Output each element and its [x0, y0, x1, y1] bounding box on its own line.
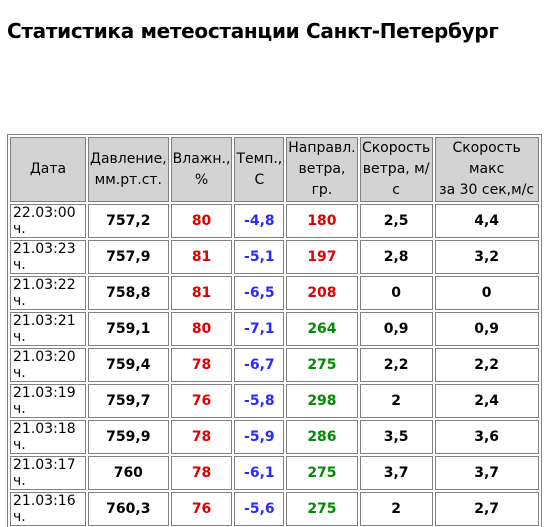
- table-row: 21.03:18 ч. 759,9 78 -5,9 286 3,5 3,6: [10, 420, 539, 454]
- cell-humidity: 81: [170, 276, 233, 310]
- cell-wind-direction: 275: [286, 456, 358, 490]
- cell-temperature: -6,7: [234, 348, 285, 382]
- header-pressure-line2: мм.рт.ст.: [94, 171, 163, 188]
- header-wind-gust: Скорость макс за 30 сек,м/с: [434, 137, 539, 202]
- cell-wind-speed: 2: [359, 384, 433, 418]
- header-temperature-line2: C: [254, 171, 265, 188]
- cell-date: 21.03:18 ч.: [10, 420, 86, 454]
- cell-pressure: 760: [88, 456, 169, 490]
- cell-wind-direction: 208: [286, 276, 358, 310]
- header-humidity: Влажн.,%: [170, 137, 233, 202]
- header-wind-direction-line2: ветра, гр.: [298, 161, 346, 198]
- cell-date: 22.03:00 ч.: [10, 204, 86, 238]
- cell-pressure: 757,9: [88, 240, 169, 274]
- header-date: Дата: [10, 137, 86, 202]
- cell-wind-gust: 0,9: [434, 312, 539, 346]
- header-wind-direction: Направл. ветра, гр.: [286, 137, 358, 202]
- header-wind-direction-line1: Направл.: [288, 140, 356, 156]
- cell-pressure: 759,9: [88, 420, 169, 454]
- cell-humidity: 81: [170, 240, 233, 274]
- cell-wind-speed: 2: [359, 492, 433, 526]
- cell-wind-direction: 275: [286, 348, 358, 382]
- weather-table-container: Дата Давление, мм.рт.ст. Влажн.,% Темп., C…: [7, 134, 542, 527]
- cell-wind-direction: 286: [286, 420, 358, 454]
- header-humidity-line1: Влажн.,: [172, 150, 231, 167]
- cell-wind-gust: 0: [434, 276, 539, 310]
- cell-pressure: 759,4: [88, 348, 169, 382]
- cell-temperature: -6,5: [234, 276, 285, 310]
- cell-humidity: 78: [170, 420, 233, 454]
- cell-humidity: 80: [170, 204, 233, 238]
- page-title: Статистика метеостанции Санкт-Петербург: [7, 19, 499, 43]
- cell-pressure: 759,1: [88, 312, 169, 346]
- cell-date: 21.03:23 ч.: [10, 240, 86, 274]
- table-row: 21.03:19 ч. 759,7 76 -5,8 298 2 2,4: [10, 384, 539, 418]
- cell-wind-gust: 4,4: [434, 204, 539, 238]
- header-pressure-line1: Давление,: [90, 150, 167, 167]
- table-row: 22.03:00 ч. 757,2 80 -4,8 180 2,5 4,4: [10, 204, 539, 238]
- header-temperature-line1: Темп.,: [236, 150, 283, 167]
- cell-wind-gust: 3,7: [434, 456, 539, 490]
- table-body: 22.03:00 ч. 757,2 80 -4,8 180 2,5 4,4 21.03:23 …: [10, 204, 539, 527]
- header-humidity-line2: %: [194, 171, 209, 188]
- cell-humidity: 78: [170, 348, 233, 382]
- table-row: 21.03:22 ч. 758,8 81 -6,5 208 0 0: [10, 276, 539, 310]
- header-temperature: Темп., C: [234, 137, 285, 202]
- cell-wind-speed: 0: [359, 276, 433, 310]
- header-date-label: Дата: [29, 161, 67, 177]
- cell-wind-gust: 3,6: [434, 420, 539, 454]
- cell-temperature: -5,6: [234, 492, 285, 526]
- cell-temperature: -4,8: [234, 204, 285, 238]
- cell-temperature: -6,1: [234, 456, 285, 490]
- weather-stats-table: Дата Давление, мм.рт.ст. Влажн.,% Темп., C…: [7, 134, 542, 527]
- cell-date: 21.03:22 ч.: [10, 276, 86, 310]
- cell-date: 21.03:17 ч.: [10, 456, 86, 490]
- cell-temperature: -5,8: [234, 384, 285, 418]
- cell-humidity: 80: [170, 312, 233, 346]
- header-wind-speed-line1: Скорость: [361, 140, 431, 156]
- header-wind-speed: Скорость ветра, м/с: [359, 137, 433, 202]
- cell-wind-speed: 3,5: [359, 420, 433, 454]
- header-pressure: Давление, мм.рт.ст.: [88, 137, 169, 202]
- cell-wind-speed: 2,8: [359, 240, 433, 274]
- cell-wind-gust: 2,7: [434, 492, 539, 526]
- cell-pressure: 760,3: [88, 492, 169, 526]
- cell-wind-speed: 2,2: [359, 348, 433, 382]
- cell-date: 21.03:20 ч.: [10, 348, 86, 382]
- table-header-row: Дата Давление, мм.рт.ст. Влажн.,% Темп., C…: [10, 137, 539, 202]
- cell-humidity: 78: [170, 456, 233, 490]
- header-wind-gust-line1: Скорость макс: [452, 140, 521, 177]
- cell-pressure: 759,7: [88, 384, 169, 418]
- header-wind-gust-line2: за 30 сек,м/с: [439, 182, 535, 198]
- cell-wind-gust: 3,2: [434, 240, 539, 274]
- cell-wind-direction: 298: [286, 384, 358, 418]
- cell-pressure: 757,2: [88, 204, 169, 238]
- table-row: 21.03:23 ч. 757,9 81 -5,1 197 2,8 3,2: [10, 240, 539, 274]
- cell-wind-gust: 2,2: [434, 348, 539, 382]
- cell-wind-direction: 180: [286, 204, 358, 238]
- cell-wind-speed: 0,9: [359, 312, 433, 346]
- cell-temperature: -7,1: [234, 312, 285, 346]
- table-row: 21.03:21 ч. 759,1 80 -7,1 264 0,9 0,9: [10, 312, 539, 346]
- cell-wind-gust: 2,4: [434, 384, 539, 418]
- cell-date: 21.03:16 ч.: [10, 492, 86, 526]
- cell-temperature: -5,9: [234, 420, 285, 454]
- table-row: 21.03:16 ч. 760,3 76 -5,6 275 2 2,7: [10, 492, 539, 526]
- cell-wind-direction: 275: [286, 492, 358, 526]
- cell-date: 21.03:21 ч.: [10, 312, 86, 346]
- header-wind-speed-line2: ветра, м/с: [362, 161, 430, 198]
- cell-humidity: 76: [170, 384, 233, 418]
- table-row: 21.03:20 ч. 759,4 78 -6,7 275 2,2 2,2: [10, 348, 539, 382]
- cell-humidity: 76: [170, 492, 233, 526]
- table-row: 21.03:17 ч. 760 78 -6,1 275 3,7 3,7: [10, 456, 539, 490]
- cell-wind-speed: 2,5: [359, 204, 433, 238]
- cell-wind-speed: 3,7: [359, 456, 433, 490]
- cell-date: 21.03:19 ч.: [10, 384, 86, 418]
- cell-wind-direction: 197: [286, 240, 358, 274]
- cell-temperature: -5,1: [234, 240, 285, 274]
- cell-pressure: 758,8: [88, 276, 169, 310]
- cell-wind-direction: 264: [286, 312, 358, 346]
